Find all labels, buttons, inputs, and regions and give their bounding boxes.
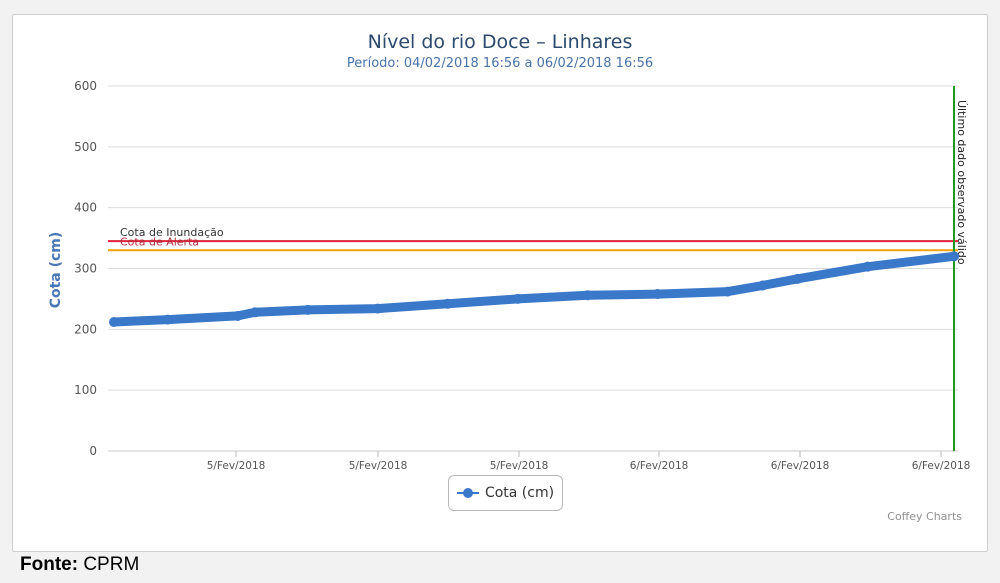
y-tick-label-400: 400 (74, 201, 97, 215)
y-tick-label-200: 200 (74, 322, 97, 336)
data-point-12 (792, 273, 803, 284)
data-point-0 (109, 317, 119, 328)
x-tick-label-3: 6/Fev/2018 (630, 460, 689, 472)
data-point-5 (372, 303, 383, 314)
data-point-8 (582, 290, 593, 301)
y-tick-label-600: 600 (74, 79, 97, 93)
legend-marker-icon (456, 487, 479, 499)
y-tick-label-100: 100 (74, 383, 97, 397)
data-point-13 (862, 261, 873, 272)
data-point-14 (949, 251, 959, 262)
y-tick-label-500: 500 (74, 140, 97, 154)
data-point-2 (232, 310, 243, 321)
vertical-marker-label: Último dado observado válido (955, 100, 968, 265)
reference-line-label-1: Cota de Alerta (120, 235, 199, 248)
data-point-7 (512, 293, 523, 304)
source-label: Fonte: (20, 554, 79, 575)
data-point-1 (162, 314, 173, 325)
y-axis-title: Cota (cm) (48, 232, 64, 309)
x-tick-label-4: 6/Fev/2018 (771, 460, 830, 472)
legend[interactable]: Cota (cm) (448, 475, 563, 511)
data-point-3 (250, 307, 261, 318)
data-point-6 (442, 298, 453, 309)
source-caption: Fonte: CPRM (20, 554, 139, 576)
legend-label-cota: Cota (cm) (484, 485, 555, 501)
data-point-4 (302, 304, 313, 315)
data-point-10 (722, 286, 733, 297)
x-tick-label-1: 5/Fev/2018 (349, 460, 408, 472)
y-tick-label-0: 0 (89, 444, 97, 458)
x-tick-label-0: 5/Fev/2018 (207, 460, 266, 472)
series-layer (109, 251, 959, 328)
x-tick-label-2: 5/Fev/2018 (490, 460, 549, 472)
chart-title: Nível do rio Doce – Linhares (368, 31, 633, 53)
source-value: CPRM (83, 554, 140, 575)
data-point-11 (757, 280, 768, 291)
reference-line-label-0: Cota de Inundação (120, 226, 224, 239)
data-point-9 (652, 289, 663, 300)
y-tick-label-300: 300 (74, 262, 97, 276)
grid-layer (108, 85, 958, 452)
chart-subtitle: Período: 04/02/2018 16:56 a 06/02/2018 1… (347, 56, 653, 71)
chart-frame (12, 14, 988, 552)
x-tick-label-5: 6/Fev/2018 (912, 460, 971, 472)
axis-layer: 0 100 200 300 400 500 600 5/Fev/2018 5/Fev/2018 5… (74, 79, 970, 472)
chart-credits[interactable]: Coffey Charts (887, 510, 962, 523)
